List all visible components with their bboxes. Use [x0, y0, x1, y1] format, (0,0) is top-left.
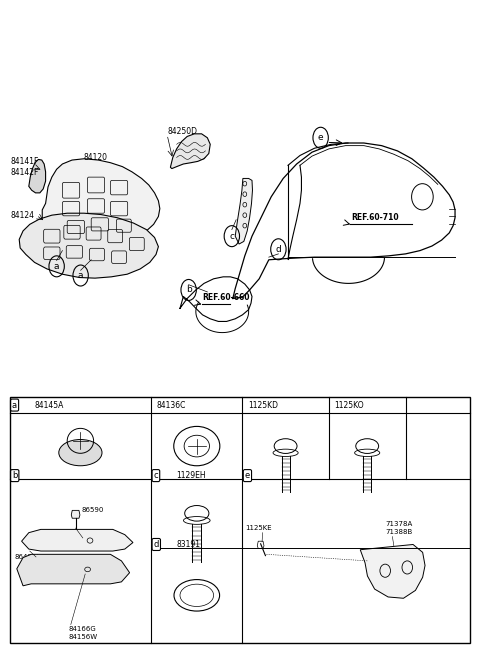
Text: d: d [154, 540, 159, 549]
Polygon shape [170, 134, 210, 169]
Text: 86470L: 86470L [14, 554, 41, 560]
Text: 84166G
84156W: 84166G 84156W [69, 626, 97, 640]
Text: 84124: 84124 [11, 211, 35, 220]
Text: c: c [229, 232, 234, 241]
Polygon shape [22, 529, 133, 551]
Text: e: e [318, 133, 324, 142]
Text: REF.60-710: REF.60-710 [351, 213, 399, 222]
Text: 84136C: 84136C [157, 401, 186, 409]
Text: b: b [12, 471, 17, 480]
Text: 1125KD: 1125KD [248, 401, 278, 409]
Text: 71378A
71388B: 71378A 71388B [385, 522, 412, 535]
Polygon shape [360, 544, 425, 598]
Text: 84145A: 84145A [35, 401, 64, 409]
Text: 1125KE: 1125KE [245, 525, 271, 531]
Polygon shape [71, 510, 80, 518]
Text: 1125KO: 1125KO [335, 401, 364, 409]
Text: a: a [54, 262, 60, 271]
Text: a: a [78, 271, 84, 280]
Ellipse shape [59, 440, 102, 466]
Text: 83191: 83191 [176, 540, 200, 549]
Polygon shape [17, 554, 130, 586]
Text: 84250D: 84250D [167, 127, 197, 136]
Polygon shape [29, 159, 46, 193]
Text: e: e [245, 471, 250, 480]
Text: REF.60-660: REF.60-660 [203, 293, 250, 302]
Polygon shape [42, 159, 160, 244]
Text: 86590: 86590 [81, 506, 104, 513]
Text: 84120: 84120 [84, 153, 108, 162]
Text: 1129EH: 1129EH [176, 471, 206, 480]
Text: c: c [154, 471, 158, 480]
Text: b: b [186, 285, 192, 295]
Text: d: d [276, 245, 281, 254]
Text: a: a [12, 401, 17, 409]
Polygon shape [235, 178, 252, 244]
Text: 84141F
84142F: 84141F 84142F [11, 157, 39, 177]
Bar [10, 397, 470, 643]
Polygon shape [19, 213, 158, 278]
